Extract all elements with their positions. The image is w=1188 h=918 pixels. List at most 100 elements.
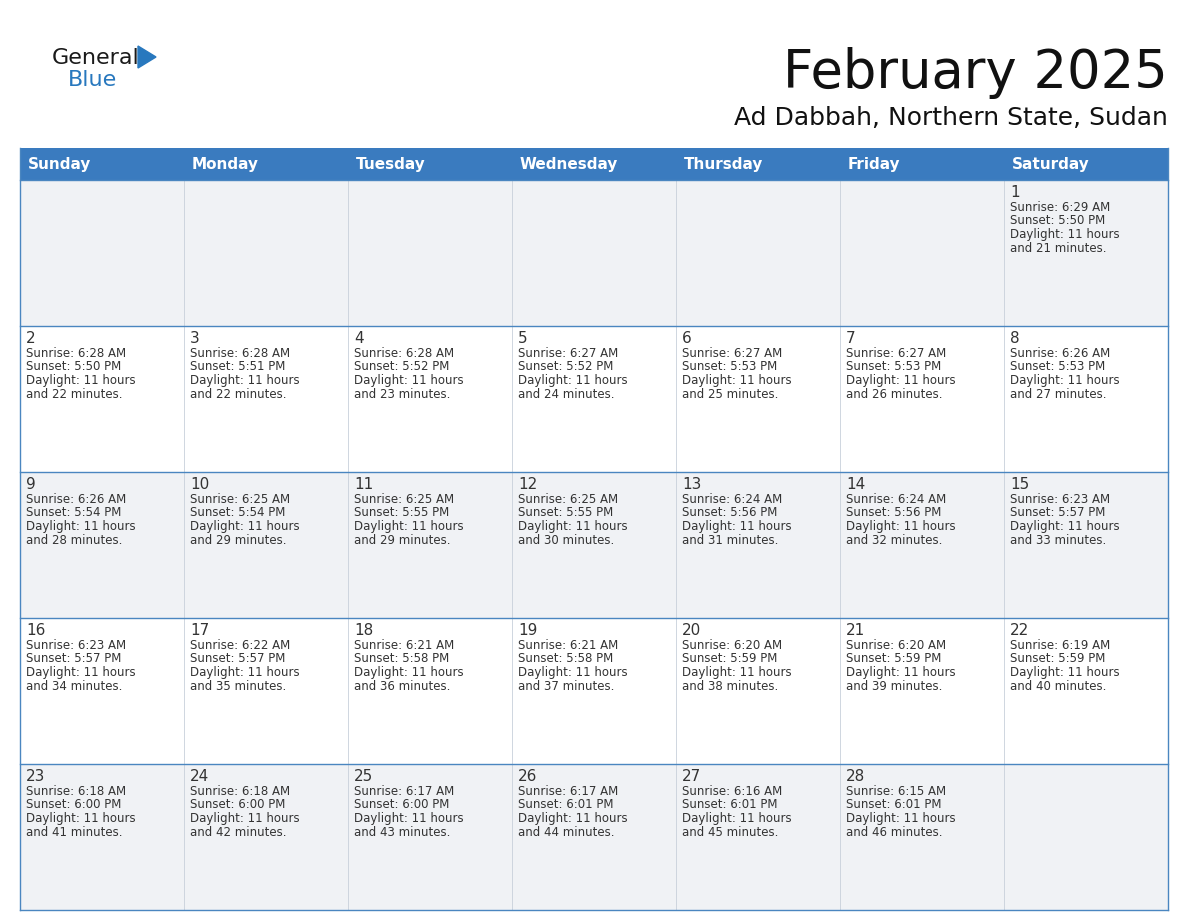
Text: 25: 25	[354, 769, 373, 784]
Text: 12: 12	[518, 477, 537, 492]
Text: 11: 11	[354, 477, 373, 492]
Text: and 39 minutes.: and 39 minutes.	[846, 679, 942, 692]
Text: Thursday: Thursday	[684, 156, 764, 172]
Text: and 38 minutes.: and 38 minutes.	[682, 679, 778, 692]
Text: and 28 minutes.: and 28 minutes.	[26, 533, 122, 546]
Text: Sunrise: 6:24 AM: Sunrise: 6:24 AM	[846, 493, 947, 506]
Text: 3: 3	[190, 331, 200, 346]
Text: Daylight: 11 hours: Daylight: 11 hours	[190, 812, 299, 825]
Text: 23: 23	[26, 769, 45, 784]
Text: Sunrise: 6:24 AM: Sunrise: 6:24 AM	[682, 493, 782, 506]
Text: and 22 minutes.: and 22 minutes.	[190, 387, 286, 400]
Text: Daylight: 11 hours: Daylight: 11 hours	[518, 520, 627, 533]
Bar	[676, 148, 840, 180]
Text: Daylight: 11 hours: Daylight: 11 hours	[846, 666, 955, 679]
Text: Sunrise: 6:19 AM: Sunrise: 6:19 AM	[1010, 639, 1111, 652]
Text: Daylight: 11 hours: Daylight: 11 hours	[1010, 666, 1119, 679]
Text: and 26 minutes.: and 26 minutes.	[846, 387, 942, 400]
Text: Sunrise: 6:25 AM: Sunrise: 6:25 AM	[518, 493, 618, 506]
Text: and 32 minutes.: and 32 minutes.	[846, 533, 942, 546]
Text: Saturday: Saturday	[1012, 156, 1089, 172]
Text: Sunrise: 6:29 AM: Sunrise: 6:29 AM	[1010, 201, 1111, 214]
Text: Sunset: 5:50 PM: Sunset: 5:50 PM	[1010, 215, 1105, 228]
Text: Daylight: 11 hours: Daylight: 11 hours	[354, 666, 463, 679]
Text: Sunset: 5:54 PM: Sunset: 5:54 PM	[26, 507, 121, 520]
Text: Daylight: 11 hours: Daylight: 11 hours	[190, 520, 299, 533]
Text: 13: 13	[682, 477, 701, 492]
Text: Tuesday: Tuesday	[356, 156, 425, 172]
Text: Sunrise: 6:25 AM: Sunrise: 6:25 AM	[354, 493, 454, 506]
Text: Sunset: 5:58 PM: Sunset: 5:58 PM	[354, 653, 449, 666]
Text: Sunrise: 6:26 AM: Sunrise: 6:26 AM	[26, 493, 126, 506]
Text: Blue: Blue	[68, 70, 118, 90]
Text: Ad Dabbah, Northern State, Sudan: Ad Dabbah, Northern State, Sudan	[734, 106, 1168, 130]
Text: Sunrise: 6:21 AM: Sunrise: 6:21 AM	[518, 639, 618, 652]
Text: Sunset: 5:57 PM: Sunset: 5:57 PM	[26, 653, 121, 666]
Text: and 44 minutes.: and 44 minutes.	[518, 825, 614, 838]
Text: and 43 minutes.: and 43 minutes.	[354, 825, 450, 838]
Text: and 42 minutes.: and 42 minutes.	[190, 825, 286, 838]
Text: and 40 minutes.: and 40 minutes.	[1010, 679, 1106, 692]
Text: Sunrise: 6:21 AM: Sunrise: 6:21 AM	[354, 639, 454, 652]
Bar	[20, 326, 1168, 472]
Text: and 37 minutes.: and 37 minutes.	[518, 679, 614, 692]
Text: 17: 17	[190, 623, 209, 638]
Text: Sunrise: 6:28 AM: Sunrise: 6:28 AM	[190, 347, 290, 360]
Text: Daylight: 11 hours: Daylight: 11 hours	[846, 812, 955, 825]
Text: Daylight: 11 hours: Daylight: 11 hours	[518, 374, 627, 387]
Text: Daylight: 11 hours: Daylight: 11 hours	[682, 374, 791, 387]
Text: Sunrise: 6:18 AM: Sunrise: 6:18 AM	[190, 785, 290, 798]
Text: and 45 minutes.: and 45 minutes.	[682, 825, 778, 838]
Text: and 27 minutes.: and 27 minutes.	[1010, 387, 1106, 400]
Bar	[184, 148, 348, 180]
Bar	[20, 148, 184, 180]
Text: Daylight: 11 hours: Daylight: 11 hours	[354, 812, 463, 825]
Text: Sunrise: 6:28 AM: Sunrise: 6:28 AM	[354, 347, 454, 360]
Text: Daylight: 11 hours: Daylight: 11 hours	[26, 374, 135, 387]
Text: 19: 19	[518, 623, 537, 638]
Text: 5: 5	[518, 331, 527, 346]
Text: Sunset: 5:59 PM: Sunset: 5:59 PM	[846, 653, 941, 666]
Text: Daylight: 11 hours: Daylight: 11 hours	[26, 666, 135, 679]
Text: Sunrise: 6:17 AM: Sunrise: 6:17 AM	[354, 785, 454, 798]
Text: Daylight: 11 hours: Daylight: 11 hours	[1010, 374, 1119, 387]
Text: Daylight: 11 hours: Daylight: 11 hours	[846, 374, 955, 387]
Bar	[512, 148, 676, 180]
Text: Sunset: 5:58 PM: Sunset: 5:58 PM	[518, 653, 613, 666]
Text: 27: 27	[682, 769, 701, 784]
Text: 8: 8	[1010, 331, 1019, 346]
Text: Sunset: 5:53 PM: Sunset: 5:53 PM	[1010, 361, 1105, 374]
Text: 16: 16	[26, 623, 45, 638]
Text: Daylight: 11 hours: Daylight: 11 hours	[354, 520, 463, 533]
Text: Sunday: Sunday	[29, 156, 91, 172]
Text: Daylight: 11 hours: Daylight: 11 hours	[190, 374, 299, 387]
Text: Daylight: 11 hours: Daylight: 11 hours	[682, 520, 791, 533]
Text: Sunrise: 6:22 AM: Sunrise: 6:22 AM	[190, 639, 290, 652]
Text: Sunset: 5:56 PM: Sunset: 5:56 PM	[846, 507, 941, 520]
Text: Sunrise: 6:20 AM: Sunrise: 6:20 AM	[846, 639, 946, 652]
Text: 14: 14	[846, 477, 865, 492]
Text: Sunrise: 6:15 AM: Sunrise: 6:15 AM	[846, 785, 946, 798]
Text: 1: 1	[1010, 185, 1019, 200]
Text: Sunset: 5:59 PM: Sunset: 5:59 PM	[682, 653, 777, 666]
Text: Sunrise: 6:16 AM: Sunrise: 6:16 AM	[682, 785, 782, 798]
Text: Wednesday: Wednesday	[520, 156, 619, 172]
Text: Sunset: 6:01 PM: Sunset: 6:01 PM	[682, 799, 777, 812]
Text: 9: 9	[26, 477, 36, 492]
Text: Daylight: 11 hours: Daylight: 11 hours	[846, 520, 955, 533]
Text: and 30 minutes.: and 30 minutes.	[518, 533, 614, 546]
Text: and 46 minutes.: and 46 minutes.	[846, 825, 942, 838]
Text: 26: 26	[518, 769, 537, 784]
Text: 24: 24	[190, 769, 209, 784]
Polygon shape	[138, 46, 156, 68]
Text: and 34 minutes.: and 34 minutes.	[26, 679, 122, 692]
Text: 4: 4	[354, 331, 364, 346]
Text: Sunset: 5:56 PM: Sunset: 5:56 PM	[682, 507, 777, 520]
Text: 2: 2	[26, 331, 36, 346]
Text: Sunrise: 6:23 AM: Sunrise: 6:23 AM	[1010, 493, 1110, 506]
Text: Sunrise: 6:27 AM: Sunrise: 6:27 AM	[846, 347, 947, 360]
Text: Sunrise: 6:25 AM: Sunrise: 6:25 AM	[190, 493, 290, 506]
Text: Sunset: 5:55 PM: Sunset: 5:55 PM	[518, 507, 613, 520]
Text: Monday: Monday	[192, 156, 259, 172]
Text: Sunrise: 6:23 AM: Sunrise: 6:23 AM	[26, 639, 126, 652]
